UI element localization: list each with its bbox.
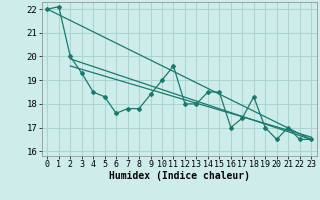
X-axis label: Humidex (Indice chaleur): Humidex (Indice chaleur)	[109, 171, 250, 181]
